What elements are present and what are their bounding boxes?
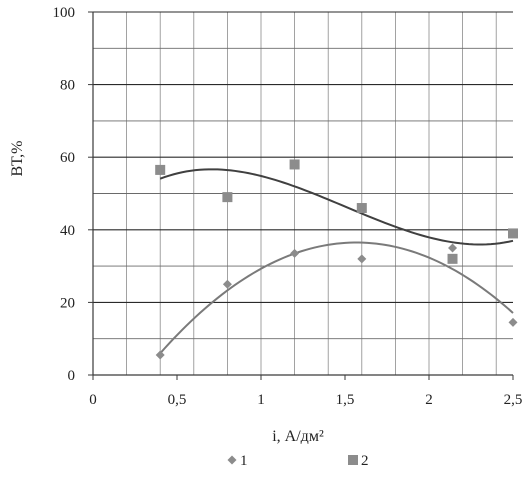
data-points: [155, 159, 518, 360]
data-point-series-2: [508, 228, 518, 239]
x-tick-label: 2: [425, 392, 433, 408]
trendline-series-1: [159, 241, 514, 354]
grid: [93, 11, 513, 375]
y-tick-label: 60: [60, 150, 75, 166]
trendlines: [159, 168, 514, 354]
data-point-series-1: [448, 243, 458, 253]
x-tick-label: 2,5: [504, 392, 523, 408]
x-tick-label: 0,5: [168, 392, 187, 408]
tick-labels: 0 0,5 1 1,5 2 2,5 0 20 40 60 80 100: [53, 5, 523, 408]
y-tick-label: 100: [53, 5, 76, 21]
x-tick-label: 1: [257, 392, 265, 408]
data-point-series-1: [508, 317, 518, 327]
data-point-series-2: [222, 192, 233, 203]
legend-label: 2: [361, 453, 369, 469]
y-tick-label: 20: [60, 295, 75, 311]
x-axis-title: i, А/дм²: [272, 428, 324, 445]
legend-item-series-1: 1: [227, 453, 248, 469]
legend-marker: [348, 455, 358, 465]
x-tick-label: 0: [89, 392, 97, 408]
data-point-series-1: [357, 254, 367, 264]
data-point-series-2: [447, 253, 458, 264]
y-tick-label: 40: [60, 223, 75, 239]
data-point-series-2: [356, 203, 367, 214]
legend-item-series-2: 2: [348, 453, 369, 469]
trendline-series-2: [159, 168, 514, 246]
legend-label: 1: [240, 453, 248, 469]
data-point-series-1: [222, 279, 232, 289]
y-tick-label: 80: [60, 78, 75, 94]
legend-marker: [227, 455, 237, 465]
x-tick-label: 1,5: [336, 392, 355, 408]
data-point-series-2: [155, 164, 166, 175]
y-axis-title: ВТ,%: [9, 141, 26, 177]
y-tick-label: 0: [68, 368, 76, 384]
data-point-series-1: [290, 248, 300, 258]
axes: [88, 11, 514, 380]
data-point-series-1: [155, 350, 165, 360]
data-point-series-2: [289, 159, 300, 170]
